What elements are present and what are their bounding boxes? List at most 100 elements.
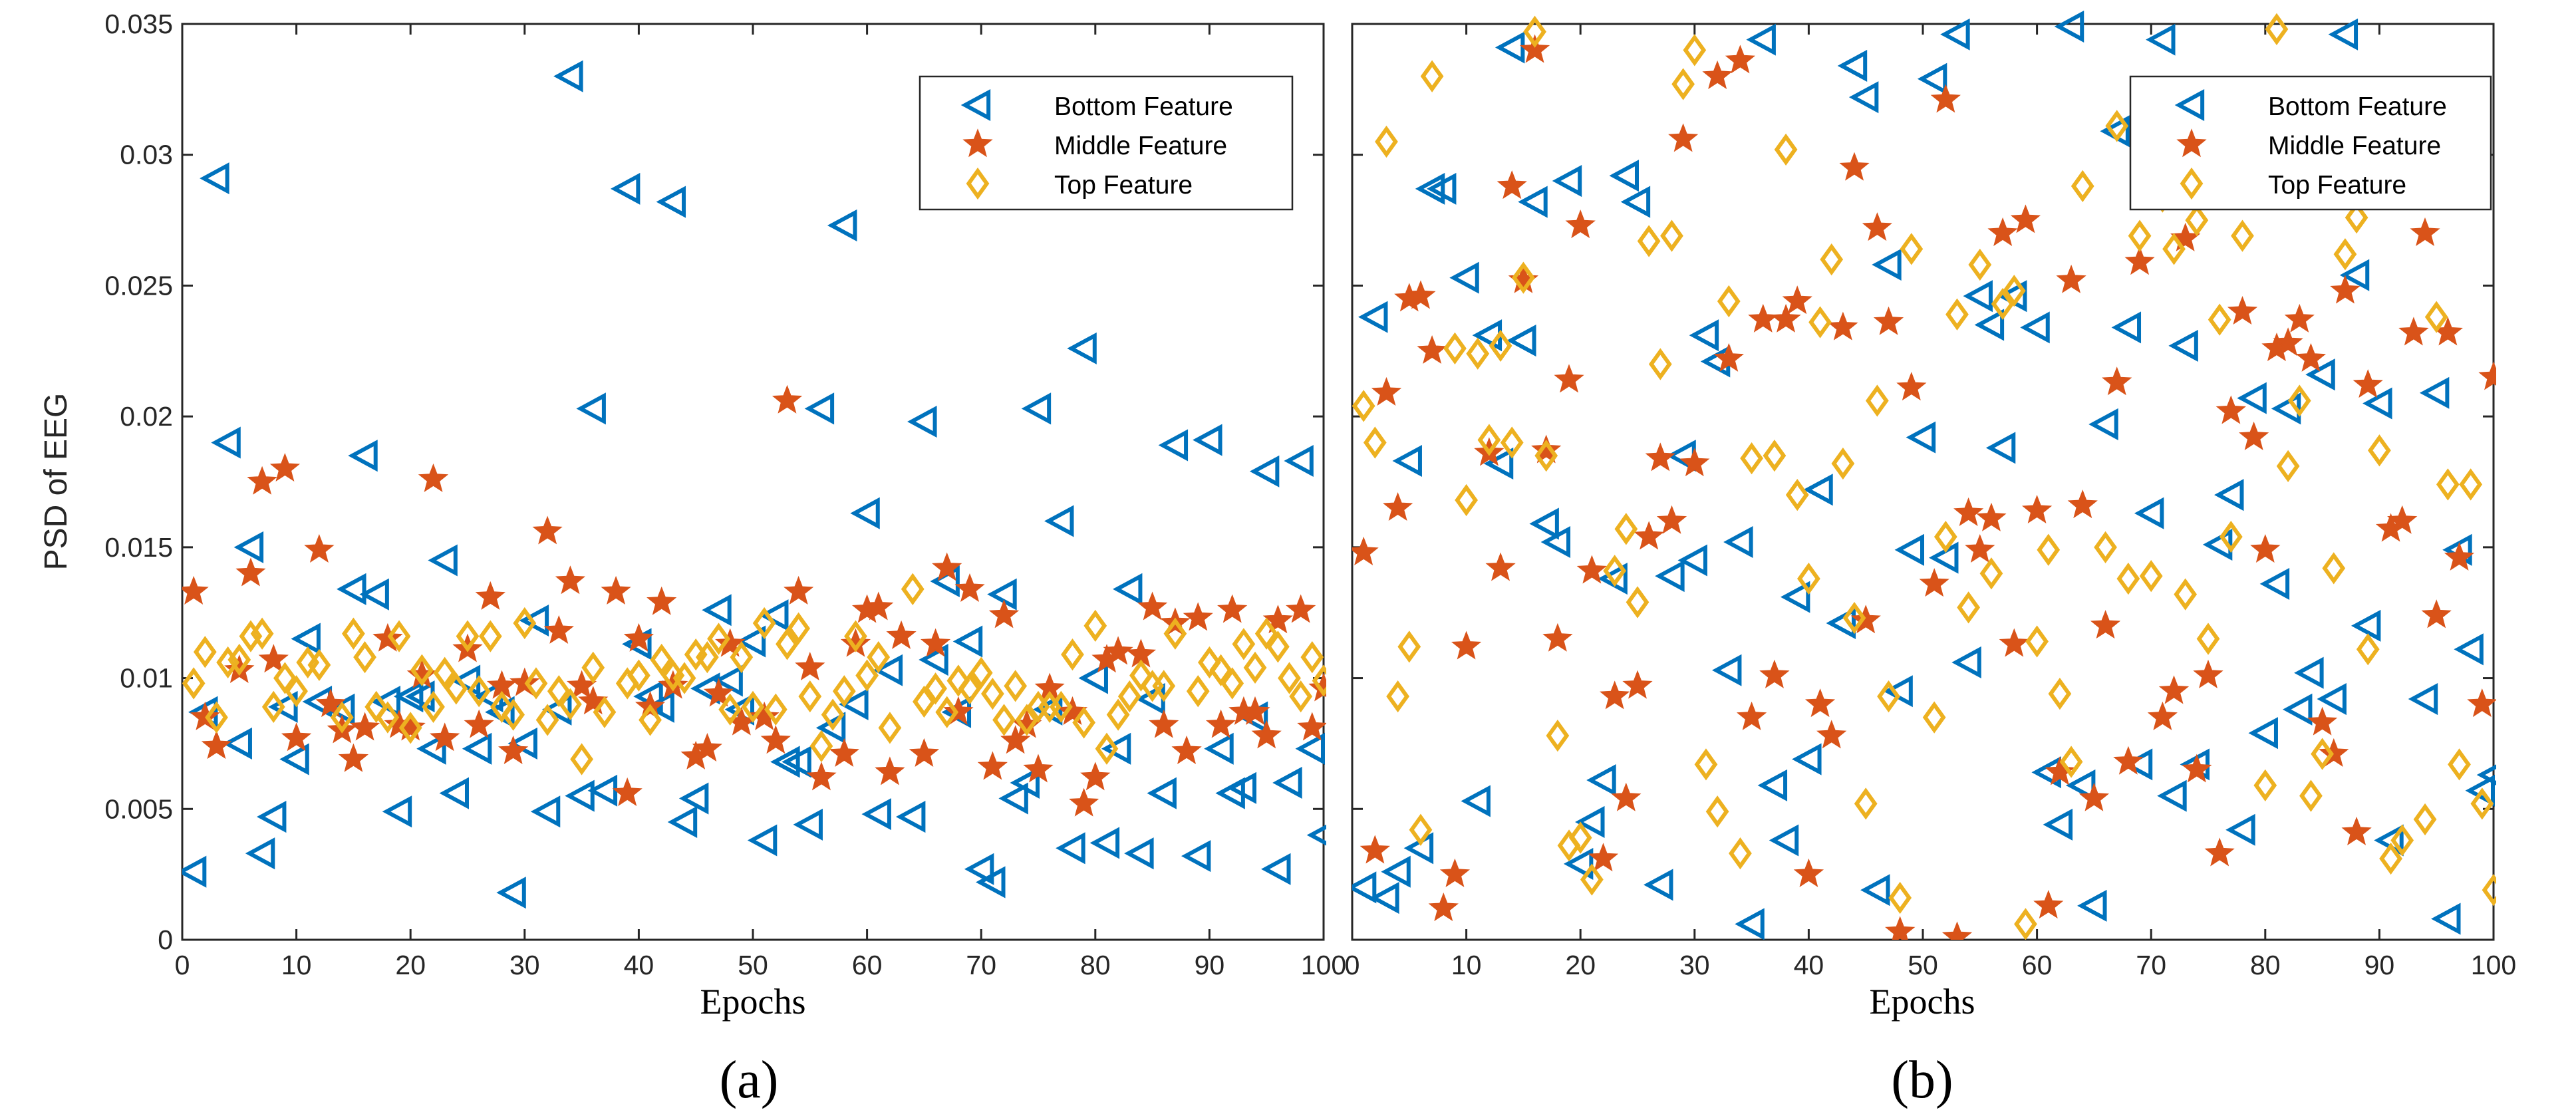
data-point-top-feature [1352,390,1375,422]
data-point-top-feature [2253,769,2277,802]
data-point-top-feature [730,640,754,674]
data-point-middle-feature [863,591,894,621]
data-point-middle-feature [1873,306,1904,335]
data-point-middle-feature [1000,725,1031,754]
x-tick-label: 0 [175,950,190,980]
data-point-top-feature [2208,303,2231,336]
data-point-middle-feature [612,777,643,806]
data-point-middle-feature [646,586,677,615]
data-point-middle-feature [909,738,940,767]
data-point-bottom-feature [1124,837,1154,870]
data-point-middle-feature [1428,893,1459,922]
data-point-top-feature [535,704,559,736]
data-point-middle-feature [1828,311,1858,341]
data-point-middle-feature [2341,816,2372,845]
data-point-bottom-feature [644,690,674,723]
data-point-top-feature [1220,667,1244,700]
data-point-bottom-feature [736,625,766,658]
data-point-bottom-feature [462,732,492,765]
data-point-middle-feature [1850,605,1881,634]
data-point-bottom-feature [839,688,869,720]
data-point-middle-feature [281,722,312,752]
data-point-top-feature [398,712,422,744]
legend-label-top-a: Top Feature [1054,171,1193,200]
x-tick-label: 30 [509,950,540,980]
data-point-bottom-feature [1415,172,1445,205]
data-point-middle-feature [1383,492,1413,521]
data-point-top-feature [980,678,1004,710]
data-point-middle-feature [1371,376,1402,406]
data-point-bottom-feature [919,643,948,676]
panel-b: 0 10 20 30 40 50 60 70 80 90 100 Epochs (b) Bottom… [1345,10,2516,1109]
data-point-top-feature [1266,630,1290,663]
data-point-bottom-feature [2248,717,2278,750]
x-tick-label: 90 [2364,950,2395,980]
data-point-middle-feature [1645,442,1675,472]
data-point-bottom-feature [1803,474,1833,506]
data-point-top-feature [2345,202,2368,234]
data-point-middle-feature [1634,521,1664,550]
data-point-top-feature [1072,706,1096,739]
data-point-top-feature [1774,133,1798,166]
data-point-top-feature [1854,787,1878,820]
data-point-bottom-feature [2362,387,2392,420]
data-point-middle-feature [806,762,837,791]
data-point-bottom-feature [1826,607,1856,639]
data-point-top-feature [741,690,765,723]
data-point-top-feature [2139,559,2163,593]
data-point-bottom-feature [393,680,424,713]
data-point-middle-feature [1057,696,1088,725]
x-tick-label: 100 [2471,950,2516,980]
data-point-middle-feature [1793,858,1824,887]
data-point-middle-feature [182,575,209,605]
data-point-bottom-feature [519,604,549,637]
data-point-top-feature [639,704,662,736]
data-point-top-feature [1198,646,1221,679]
data-point-top-feature [227,643,251,676]
data-point-top-feature [433,656,457,689]
data-point-bottom-feature [1158,429,1189,462]
data-point-top-feature [1694,748,1718,781]
data-point-middle-feature [1451,630,1482,660]
data-point-middle-feature [2056,264,2086,293]
data-point-middle-feature [1896,372,1927,401]
data-point-bottom-feature [1056,832,1085,865]
data-point-middle-feature [1205,709,1236,738]
data-point-top-feature [1729,837,1752,870]
data-point-middle-feature [749,701,780,730]
data-point-top-feature [855,659,879,692]
data-point-top-feature [1375,125,1398,158]
data-point-top-feature [1957,591,1981,624]
data-point-bottom-feature [1261,853,1291,885]
data-point-top-feature [1289,680,1313,713]
data-point-middle-feature [1251,720,1282,749]
data-point-middle-feature [1736,701,1767,730]
data-point-top-feature [1660,219,1683,252]
data-point-top-feature [182,667,206,700]
data-point-middle-feature [1286,594,1316,623]
data-point-bottom-feature [245,837,275,870]
data-point-bottom-feature [1483,447,1514,480]
data-point-bottom-feature [850,497,880,529]
data-point-top-feature [958,672,982,705]
data-point-top-feature [2094,531,2117,563]
data-point-middle-feature [1554,364,1584,393]
data-point-top-feature [2196,623,2220,655]
data-point-middle-feature [1262,605,1293,634]
legend-label-bottom-a: Bottom Feature [1054,92,1233,121]
legend-marker-top-feature [2180,167,2204,200]
data-point-middle-feature [2158,675,2190,704]
data-point-bottom-feature [1181,840,1211,873]
data-point-bottom-feature [1837,49,1868,82]
data-point-top-feature [1900,233,1924,265]
axis-ticks-b: 0 10 20 30 40 50 60 70 80 90 100 [1345,23,2516,980]
data-point-bottom-feature [1193,424,1222,456]
data-point-top-feature [1512,261,1535,294]
data-point-middle-feature [349,712,380,741]
data-point-top-feature [844,620,867,652]
data-point-bottom-feature [1894,533,1924,566]
data-point-bottom-feature [348,440,378,472]
data-point-bottom-feature [1586,764,1616,797]
legend-markers-a [960,88,993,200]
data-point-bottom-feature [2465,774,2495,807]
